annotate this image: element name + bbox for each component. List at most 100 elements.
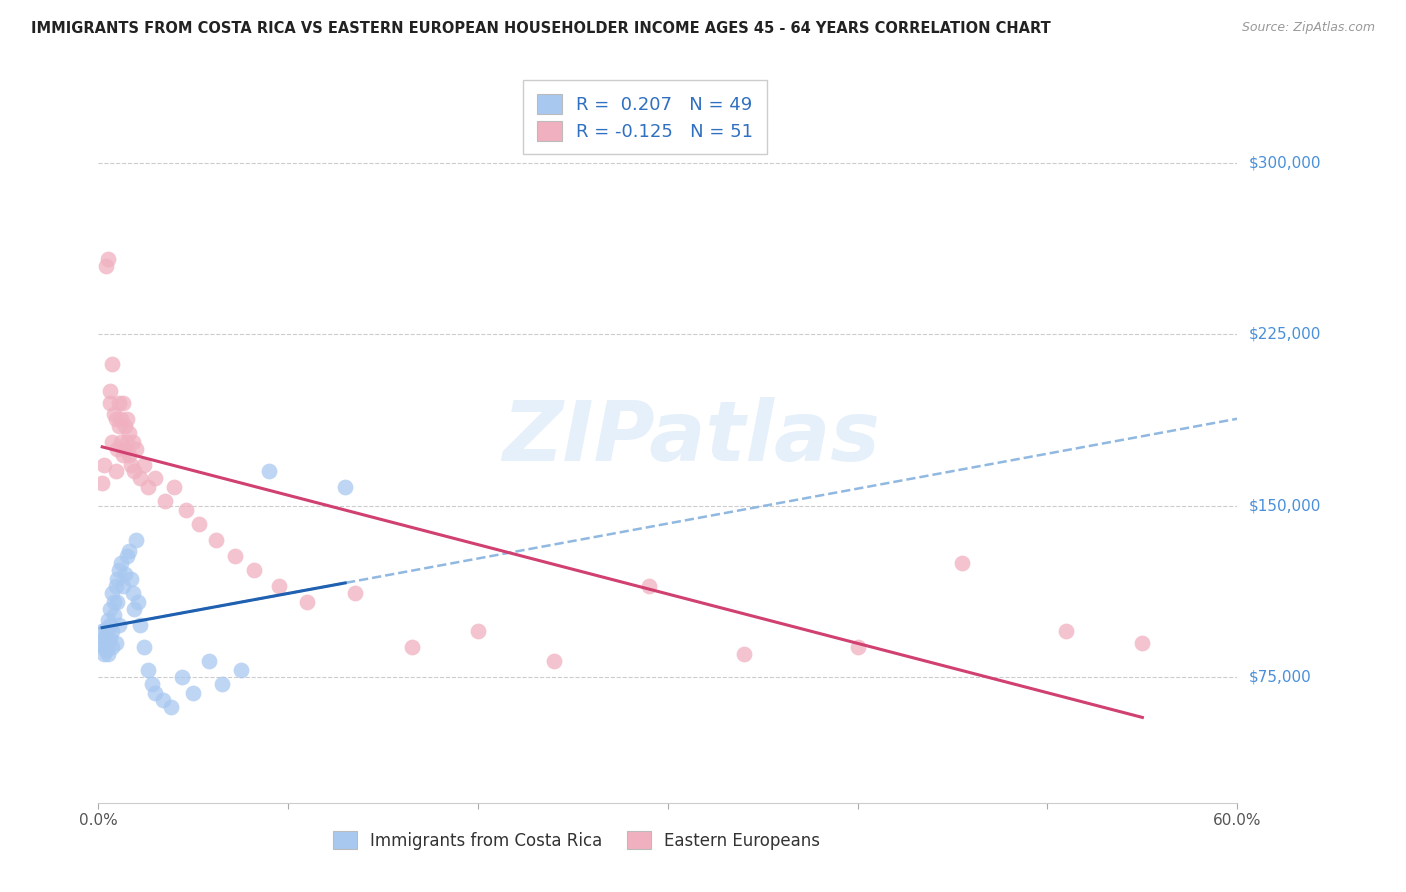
Point — [107, 442, 129, 456]
Point — [733, 647, 755, 661]
Point — [110, 412, 132, 426]
Point — [124, 601, 146, 615]
Point — [159, 699, 181, 714]
Point — [132, 458, 155, 472]
Point — [174, 503, 197, 517]
Point — [97, 633, 120, 648]
Text: $300,000: $300,000 — [1249, 155, 1320, 170]
Point — [188, 516, 211, 531]
Point — [145, 686, 167, 700]
Point — [170, 670, 193, 684]
Point — [97, 613, 120, 627]
Point — [108, 563, 131, 577]
Point — [91, 636, 114, 650]
Point — [120, 458, 142, 472]
Point — [104, 464, 127, 478]
Point — [1056, 624, 1078, 639]
Legend: Immigrants from Costa Rica, Eastern Europeans: Immigrants from Costa Rica, Eastern Euro… — [326, 824, 827, 856]
Point — [343, 585, 366, 599]
Text: Source: ZipAtlas.com: Source: ZipAtlas.com — [1241, 21, 1375, 34]
Point — [120, 572, 142, 586]
Text: $150,000: $150,000 — [1249, 498, 1320, 513]
Point — [118, 425, 141, 440]
Point — [100, 357, 122, 371]
Point — [125, 442, 148, 456]
Point — [103, 608, 125, 623]
Point — [153, 494, 176, 508]
Point — [136, 480, 159, 494]
Point — [100, 434, 122, 449]
Point — [103, 594, 125, 608]
Point — [1132, 636, 1154, 650]
Point — [98, 384, 121, 399]
Point — [115, 549, 138, 563]
Point — [125, 533, 148, 547]
Point — [114, 442, 136, 456]
Point — [115, 434, 138, 449]
Point — [114, 418, 136, 433]
Point — [93, 632, 115, 646]
Point — [267, 579, 290, 593]
Point — [335, 480, 357, 494]
Point — [104, 636, 127, 650]
Point — [91, 624, 114, 639]
Point — [224, 549, 246, 563]
Point — [197, 654, 219, 668]
Point — [97, 252, 120, 266]
Point — [127, 594, 149, 608]
Point — [94, 622, 117, 636]
Point — [950, 556, 973, 570]
Point — [104, 579, 127, 593]
Point — [98, 617, 121, 632]
Point — [121, 434, 143, 449]
Point — [112, 448, 135, 462]
Point — [100, 640, 122, 655]
Point — [846, 640, 869, 655]
Point — [94, 259, 117, 273]
Text: IMMIGRANTS FROM COSTA RICA VS EASTERN EUROPEAN HOUSEHOLDER INCOME AGES 45 - 64 Y: IMMIGRANTS FROM COSTA RICA VS EASTERN EU… — [31, 21, 1050, 36]
Point — [183, 686, 205, 700]
Point — [107, 594, 129, 608]
Point — [110, 556, 132, 570]
Point — [229, 663, 252, 677]
Point — [163, 480, 186, 494]
Point — [108, 396, 131, 410]
Point — [97, 647, 120, 661]
Point — [91, 475, 114, 490]
Point — [136, 663, 159, 677]
Point — [103, 407, 125, 421]
Point — [205, 533, 228, 547]
Point — [401, 640, 423, 655]
Point — [107, 572, 129, 586]
Point — [114, 567, 136, 582]
Point — [108, 617, 131, 632]
Point — [259, 464, 281, 478]
Point — [638, 579, 661, 593]
Text: $75,000: $75,000 — [1249, 670, 1312, 684]
Text: $225,000: $225,000 — [1249, 326, 1320, 342]
Point — [108, 418, 131, 433]
Point — [115, 412, 138, 426]
Point — [243, 563, 266, 577]
Point — [94, 642, 117, 657]
Point — [110, 434, 132, 449]
Point — [112, 579, 135, 593]
Point — [467, 624, 489, 639]
Point — [129, 471, 152, 485]
Point — [100, 585, 122, 599]
Point — [124, 464, 146, 478]
Point — [98, 601, 121, 615]
Point — [132, 640, 155, 655]
Point — [152, 693, 174, 707]
Point — [118, 544, 141, 558]
Point — [129, 617, 152, 632]
Text: ZIPatlas: ZIPatlas — [502, 397, 880, 477]
Point — [297, 594, 319, 608]
Point — [100, 624, 122, 639]
Point — [93, 458, 115, 472]
Point — [145, 471, 167, 485]
Point — [98, 396, 121, 410]
Point — [141, 677, 163, 691]
Point — [104, 412, 127, 426]
Point — [112, 396, 135, 410]
